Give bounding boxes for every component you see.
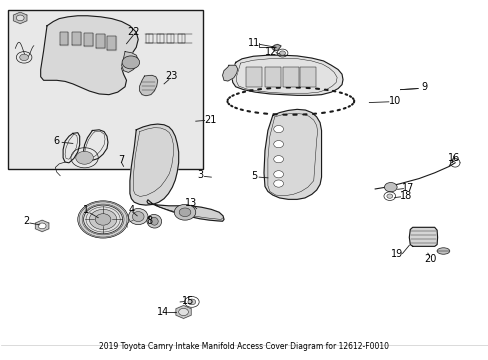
Ellipse shape (150, 217, 158, 225)
Circle shape (273, 140, 283, 148)
Polygon shape (84, 33, 93, 46)
Text: 2019 Toyota Camry Intake Manifold Access Cover Diagram for 12612-F0010: 2019 Toyota Camry Intake Manifold Access… (99, 342, 389, 351)
Text: 16: 16 (447, 153, 459, 163)
Circle shape (16, 15, 24, 21)
Circle shape (273, 180, 283, 187)
Polygon shape (72, 32, 81, 45)
Text: 6: 6 (54, 136, 60, 146)
Polygon shape (13, 12, 27, 24)
Polygon shape (35, 220, 49, 231)
Text: 4: 4 (128, 206, 134, 216)
Circle shape (384, 183, 396, 192)
Circle shape (179, 208, 190, 217)
Polygon shape (107, 36, 116, 50)
Text: 3: 3 (197, 170, 203, 180)
Polygon shape (140, 75, 158, 96)
Text: 20: 20 (424, 254, 436, 264)
Circle shape (187, 299, 195, 305)
Circle shape (178, 309, 188, 316)
Circle shape (122, 56, 140, 69)
Polygon shape (122, 51, 138, 72)
Bar (300, 67, 315, 87)
Circle shape (279, 51, 285, 55)
Text: 17: 17 (401, 183, 414, 193)
Polygon shape (408, 227, 437, 246)
Circle shape (95, 214, 111, 225)
Text: 7: 7 (118, 155, 124, 165)
Circle shape (38, 223, 46, 229)
Ellipse shape (132, 212, 144, 222)
Circle shape (78, 201, 128, 238)
Text: 14: 14 (156, 307, 168, 316)
Bar (7, 10, 202, 169)
Text: 11: 11 (247, 38, 260, 48)
Bar (178, 34, 184, 42)
Circle shape (76, 151, 93, 164)
Bar (264, 67, 280, 87)
Text: 12: 12 (264, 46, 277, 57)
Polygon shape (231, 55, 342, 95)
Circle shape (386, 194, 392, 198)
Text: 8: 8 (146, 216, 152, 226)
Ellipse shape (128, 208, 148, 225)
Text: 1: 1 (83, 206, 89, 216)
Text: 2: 2 (23, 216, 29, 226)
Polygon shape (60, 32, 68, 45)
Text: 21: 21 (204, 115, 216, 125)
Polygon shape (147, 200, 224, 221)
Circle shape (273, 171, 283, 178)
Text: 10: 10 (388, 96, 400, 106)
Text: 23: 23 (165, 71, 177, 81)
Bar (167, 34, 174, 42)
Polygon shape (176, 306, 191, 319)
Text: 22: 22 (127, 27, 139, 37)
Polygon shape (272, 44, 281, 51)
Circle shape (89, 210, 117, 229)
Text: 18: 18 (400, 191, 412, 201)
Ellipse shape (147, 215, 162, 228)
Polygon shape (264, 109, 321, 199)
Text: 13: 13 (184, 198, 197, 208)
Polygon shape (41, 16, 138, 95)
Polygon shape (222, 65, 237, 81)
Bar (146, 34, 153, 42)
Bar (283, 67, 298, 87)
Ellipse shape (436, 248, 449, 254)
Text: 5: 5 (251, 171, 257, 181)
Polygon shape (130, 124, 178, 205)
Circle shape (83, 205, 122, 234)
Polygon shape (96, 34, 105, 48)
Circle shape (20, 54, 28, 60)
Circle shape (174, 204, 195, 220)
Bar (157, 34, 163, 42)
Circle shape (273, 156, 283, 163)
Text: 15: 15 (182, 296, 194, 306)
Text: 19: 19 (390, 248, 402, 258)
Circle shape (273, 126, 283, 133)
Bar (246, 67, 262, 87)
Text: 9: 9 (420, 82, 426, 93)
